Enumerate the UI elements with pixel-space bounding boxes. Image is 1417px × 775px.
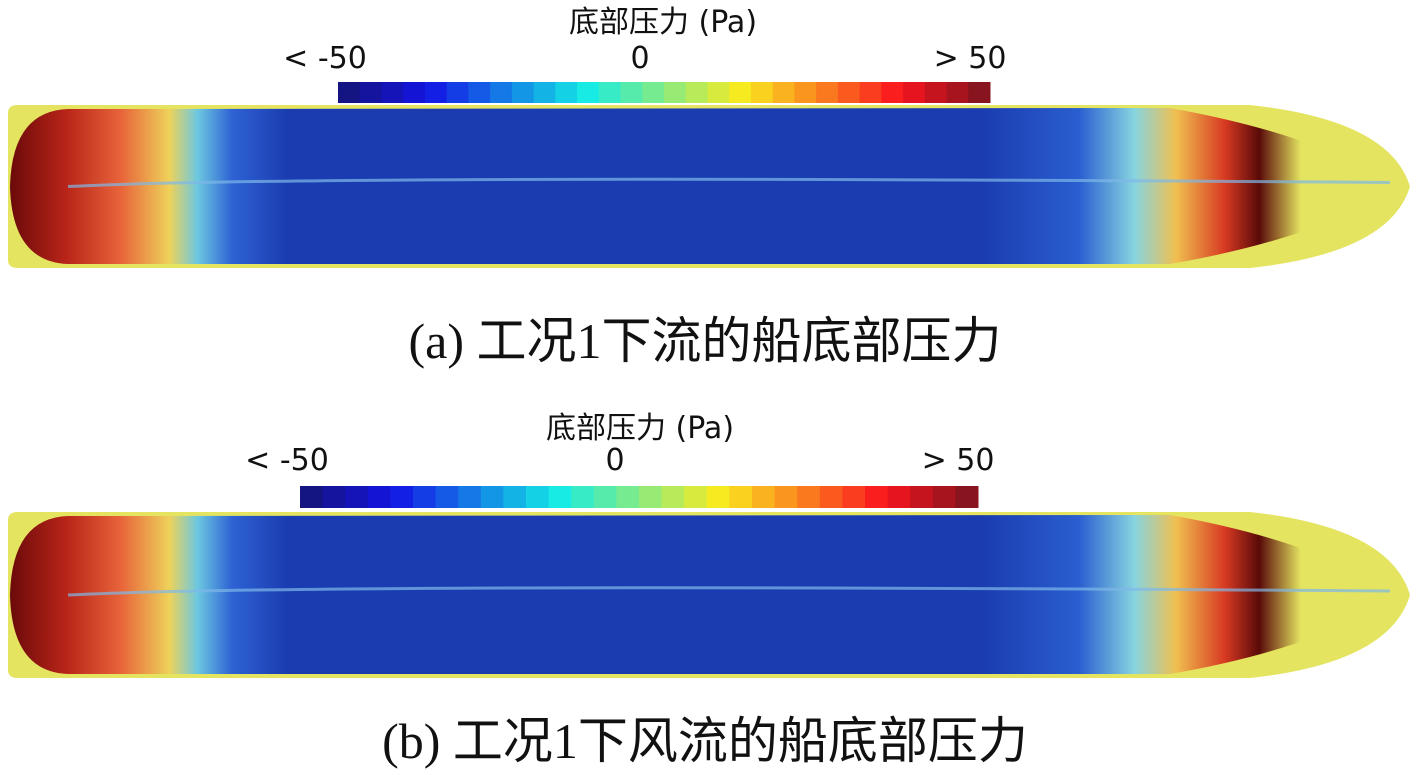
colorbar-segment	[345, 486, 369, 508]
colorbar-segment	[571, 486, 595, 508]
colorbar-segment	[424, 82, 448, 103]
colorbar-segment	[555, 82, 578, 103]
colorbar-segment	[390, 486, 414, 508]
colorbar-segment	[932, 486, 956, 508]
colorbar-segment	[490, 82, 513, 103]
colorbar-segment	[887, 486, 911, 508]
colorbar-segment	[816, 82, 839, 103]
hull-pressure	[10, 515, 1398, 674]
colorbar-mid-label: 0	[605, 443, 624, 478]
colorbar-segment	[359, 82, 382, 103]
colorbar-segment	[338, 82, 361, 103]
colorbar-segment	[865, 486, 889, 508]
colorbar-segment	[322, 486, 346, 508]
colorbar-segment	[752, 486, 776, 508]
colorbar-segment	[533, 82, 556, 103]
hull-pressure	[10, 108, 1398, 264]
colorbar-segment	[707, 82, 730, 103]
hull	[8, 105, 1410, 268]
colorbar-segment	[468, 82, 491, 103]
colorbar-segment	[664, 82, 687, 103]
colorbar-segment	[842, 486, 866, 508]
colorbar-segment	[924, 82, 948, 103]
colorbar-segment	[526, 486, 550, 508]
colorbar-segment	[511, 82, 535, 103]
caption: (a) 工况1下流的船底部压力	[409, 313, 1002, 369]
colorbar-segment	[616, 486, 640, 508]
colorbar-segment	[446, 82, 469, 103]
colorbar-segment	[598, 82, 622, 103]
colorbar-segment	[819, 486, 843, 508]
colorbar-segment	[946, 82, 969, 103]
colorbar-segment	[480, 486, 504, 508]
caption: (b) 工况1下风流的船底部压力	[382, 713, 1028, 769]
colorbar-segment	[577, 82, 600, 103]
colorbar-segment	[593, 486, 617, 508]
colorbar-segment	[639, 486, 663, 508]
colorbar-segment	[620, 82, 643, 103]
colorbar-segment	[772, 82, 795, 103]
colorbar-segment	[910, 486, 934, 508]
colorbar-segment	[955, 486, 979, 508]
colorbar-segment	[794, 82, 817, 103]
colorbar-segment	[413, 486, 437, 508]
colorbar-segment	[903, 82, 926, 103]
colorbar-segment	[729, 486, 753, 508]
colorbar-segment	[881, 82, 904, 103]
colorbar-segment	[859, 82, 882, 103]
colorbar-segment	[435, 486, 459, 508]
colorbar-mid-label: 0	[630, 41, 649, 76]
colorbar-min-label: < -50	[283, 41, 367, 76]
colorbar-segment	[403, 82, 426, 103]
colorbar-title: 底部压力 (Pa)	[546, 411, 734, 446]
colorbar-segment	[968, 82, 991, 103]
colorbar-segment	[729, 82, 752, 103]
colorbar-max-label: > 50	[934, 41, 1007, 76]
colorbar-segment	[685, 82, 708, 103]
colorbar-segment	[300, 486, 324, 508]
colorbar-min-label: < -50	[245, 443, 329, 478]
colorbar-max-label: > 50	[922, 443, 995, 478]
colorbar-segment	[706, 486, 730, 508]
colorbar-segment	[774, 486, 798, 508]
colorbar-segment	[503, 486, 527, 508]
keel-line	[67, 177, 1391, 188]
colorbar-segment	[381, 82, 404, 103]
colorbar-segment	[797, 486, 821, 508]
hull	[8, 512, 1410, 678]
colorbar-segment	[367, 486, 391, 508]
colorbar-segment	[750, 82, 774, 103]
colorbar-segment	[837, 82, 861, 103]
panel-a: 底部压力 (Pa) < -50 0 > 50 (a) 工况1下流的船底部压力	[8, 5, 1410, 369]
keel-line	[67, 586, 1391, 597]
colorbar-segment	[458, 486, 482, 508]
colorbar-segment	[642, 82, 665, 103]
colorbar-segment	[661, 486, 685, 508]
panel-b: 底部压力 (Pa) < -50 0 > 50 (b) 工况1下风流的船底部压力	[8, 411, 1410, 769]
colorbar-segment	[548, 486, 572, 508]
colorbar-title: 底部压力 (Pa)	[569, 5, 757, 40]
colorbar-segment	[684, 486, 708, 508]
